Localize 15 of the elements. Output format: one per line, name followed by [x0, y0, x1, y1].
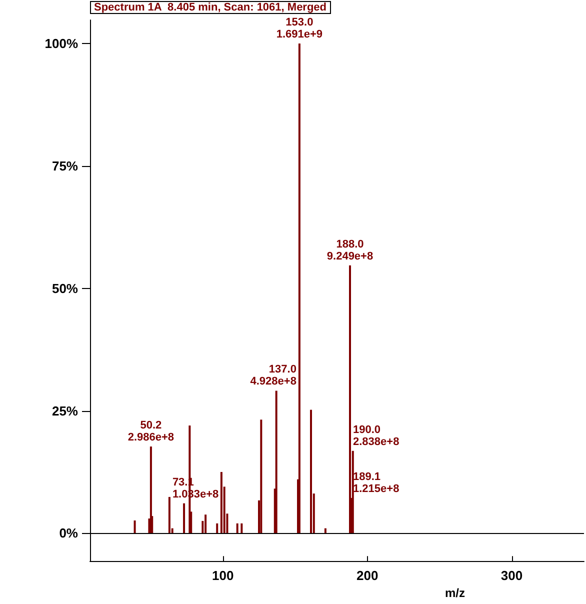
annotation: 137.0 4.928e+8 [250, 364, 296, 388]
y-tick-label: 25% [52, 403, 78, 418]
x-tick-label: 200 [356, 568, 378, 584]
y-tick-label: 75% [52, 158, 78, 174]
x-tick-label: 300 [500, 568, 523, 584]
annotation: 188.0 9.249e+8 [326, 238, 374, 262]
y-tick-label: 100% [44, 36, 78, 52]
x-tick-label: 100 [212, 568, 234, 584]
annotation: 153.0 1.691e+9 [276, 16, 323, 41]
y-tick-label: 50% [52, 280, 78, 296]
y-tick-label: 0% [59, 526, 78, 541]
annotation: 50.2 2.986e+8 [128, 420, 174, 444]
chart-title: Spectrum 1A 8.405 min, Scan: 1061, Merged [94, 2, 327, 14]
x-axis-title: m/z [444, 586, 466, 600]
annotation: 190.0 2.838e+8 [353, 424, 400, 448]
